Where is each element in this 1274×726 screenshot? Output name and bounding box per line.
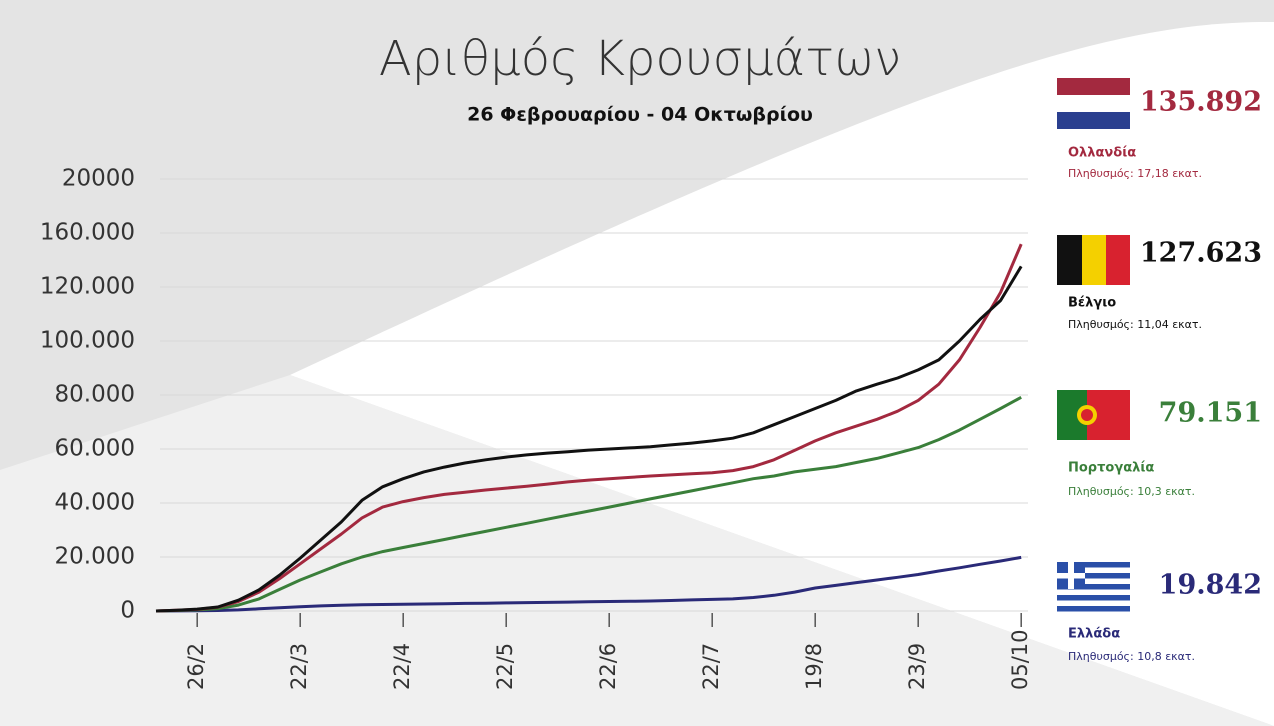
flag-belgium (1057, 235, 1130, 285)
x-tick-label: 05/10 (1008, 629, 1032, 690)
background-shade (0, 375, 1274, 726)
y-tick-label: 20000 (62, 166, 135, 192)
x-tick-label: 19/8 (802, 643, 826, 690)
chart-title: Αριθμός Κρουσμάτων (379, 31, 901, 87)
x-tick-label: 22/3 (287, 643, 311, 690)
series-line (155, 395, 1022, 613)
series-line (155, 555, 1022, 613)
legend-population: Πληθυσμός: 11,04 εκατ. (1068, 318, 1202, 331)
x-tick-label: 23/9 (905, 643, 929, 690)
y-tick-label: 0 (120, 598, 135, 624)
x-tick-label: 22/5 (493, 643, 517, 690)
legend-population: Πληθυσμός: 17,18 εκατ. (1068, 167, 1202, 180)
flag-portugal (1057, 390, 1130, 440)
y-tick-label: 40.000 (55, 490, 135, 516)
legend-total: 79.151 (1159, 398, 1262, 429)
legend-population: Πληθυσμός: 10,8 εκατ. (1068, 650, 1195, 663)
y-tick-label: 80.000 (55, 382, 135, 408)
x-tick-label: 26/2 (184, 643, 208, 690)
y-tick-label: 160.000 (40, 220, 135, 246)
legend-total: 19.842 (1159, 570, 1262, 601)
y-tick-label: 60.000 (55, 436, 135, 462)
y-tick-label: 20.000 (55, 544, 135, 570)
x-tick-label: 22/6 (596, 643, 620, 690)
x-tick-label: 22/7 (699, 643, 723, 690)
y-tick-label: 100.000 (40, 328, 135, 354)
legend-total: 135.892 (1140, 87, 1262, 118)
chart-subtitle: 26 Φεβρουαρίου - 04 Οκτωβρίου (467, 104, 813, 126)
series-line (155, 265, 1023, 613)
flag-greece (1057, 562, 1130, 612)
x-tick-label: 22/4 (390, 643, 414, 690)
legend-name: Πορτογαλία (1068, 461, 1154, 476)
series-line (155, 243, 1023, 613)
background-swoosh (290, 21, 1274, 726)
legend-name: Ολλανδία (1068, 146, 1136, 161)
y-tick-label: 120.000 (40, 274, 135, 300)
legend-population: Πληθυσμός: 10,3 εκατ. (1068, 485, 1195, 498)
legend-total: 127.623 (1140, 238, 1262, 269)
legend-name: Ελλάδα (1068, 627, 1120, 642)
flag-netherlands (1057, 78, 1130, 129)
legend-name: Βέλγιο (1068, 296, 1116, 311)
